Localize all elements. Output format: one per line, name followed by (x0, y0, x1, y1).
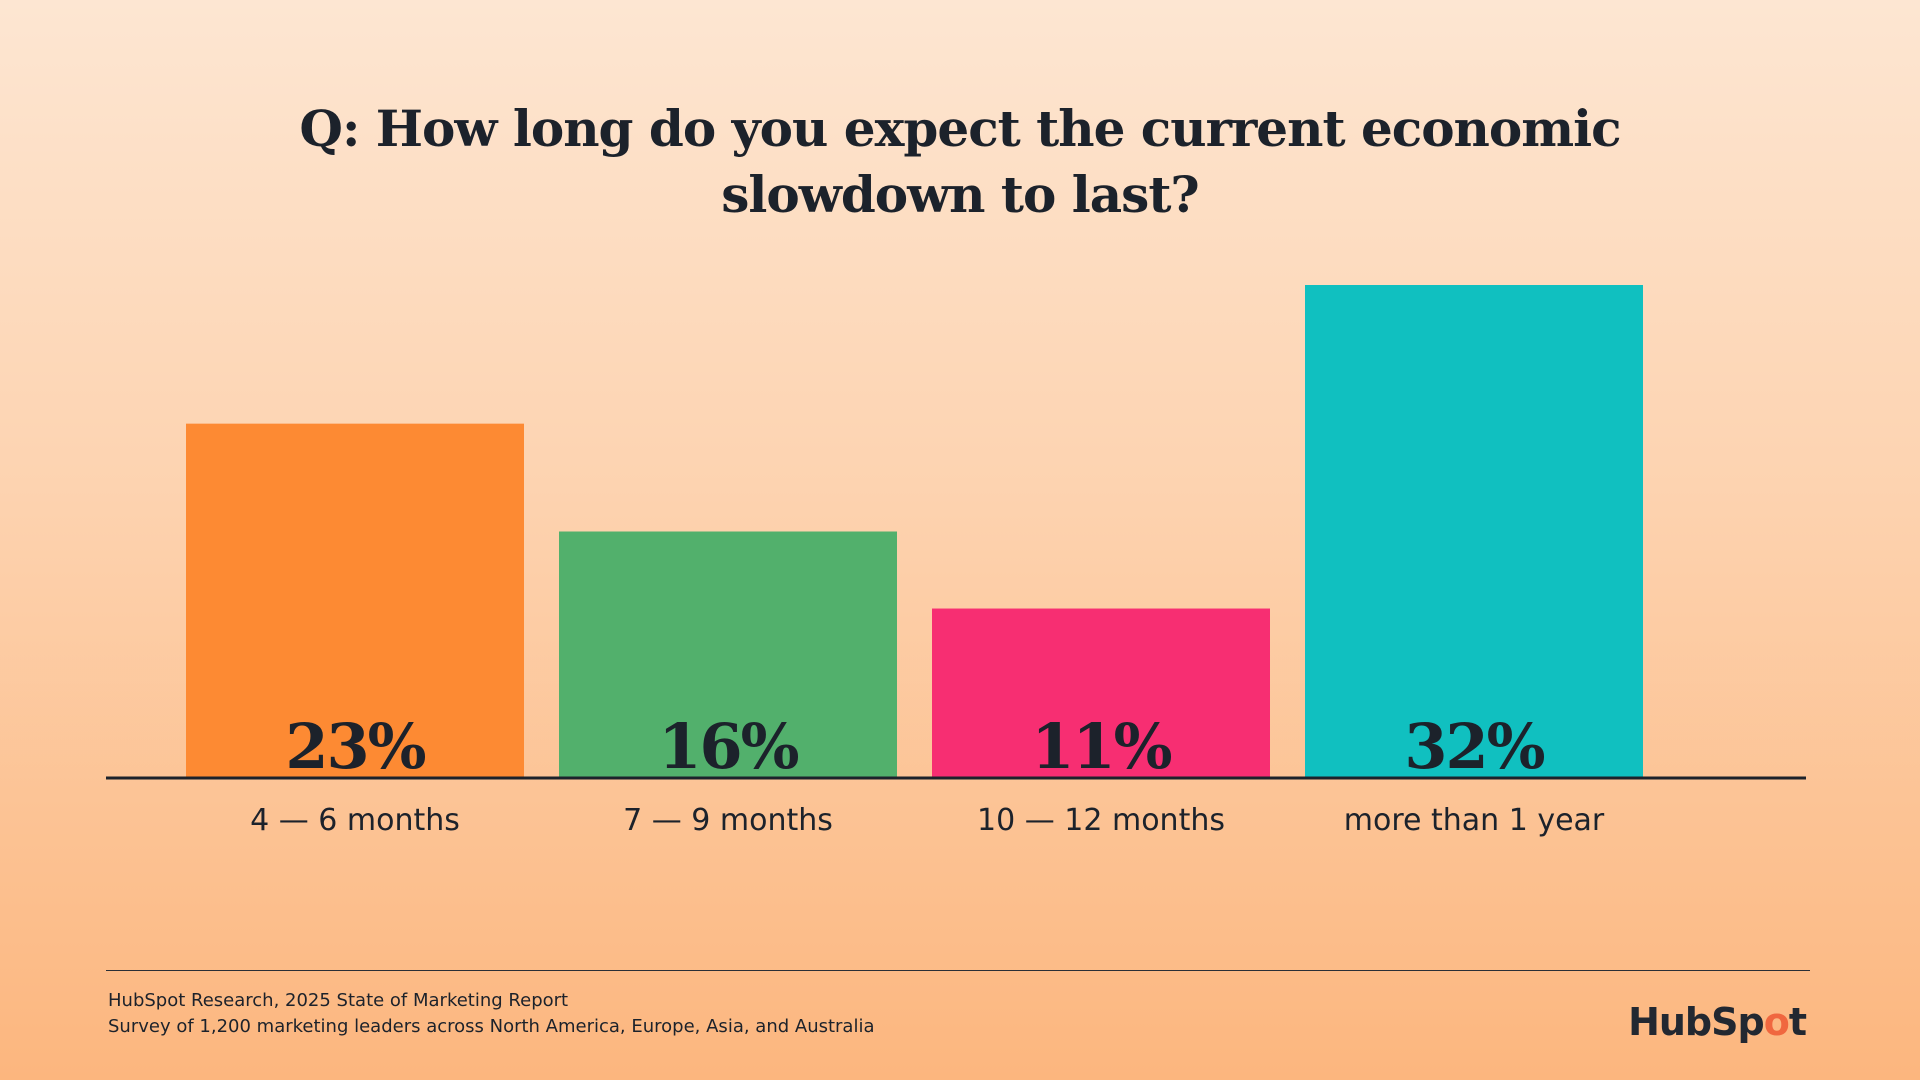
category-label-3: 10 — 12 months (977, 803, 1225, 838)
category-label-4: more than 1 year (1344, 803, 1605, 838)
source-note: HubSpot Research, 2025 State of Marketin… (108, 988, 875, 1040)
logo-text-suffix: t (1788, 1000, 1807, 1044)
bar-1 (186, 423, 524, 778)
bar-3 (932, 608, 1270, 778)
bar-2 (559, 531, 897, 778)
source-line-2: Survey of 1,200 marketing leaders across… (108, 1016, 875, 1037)
chart-title: Q: How long do you expect the current ec… (0, 96, 1920, 228)
logo-sprocket-icon: o (1763, 1000, 1790, 1044)
category-label-1: 4 — 6 months (250, 803, 460, 838)
bar-chart: 23% 4 — 6 months 16% 7 — 9 months 11% 10 — 12… (106, 285, 1806, 838)
chart-title-line-1: Q: How long do you expect the current ec… (299, 99, 1621, 158)
source-line-1: HubSpot Research, 2025 State of Marketin… (108, 990, 569, 1011)
hubspot-logo: HubSp o t (1628, 1000, 1807, 1044)
bar-value-label-2: 16% (658, 710, 798, 783)
chart-title-line-2: slowdown to last? (721, 165, 1199, 224)
category-label-2: 7 — 9 months (623, 803, 833, 838)
logo-text-prefix: HubSp (1628, 1000, 1765, 1044)
bar-value-label-1: 23% (285, 710, 425, 783)
bar-value-label-3: 11% (1031, 710, 1171, 783)
footer-divider (106, 970, 1810, 971)
bar-value-label-4: 32% (1404, 710, 1544, 783)
bar-4 (1305, 285, 1643, 778)
